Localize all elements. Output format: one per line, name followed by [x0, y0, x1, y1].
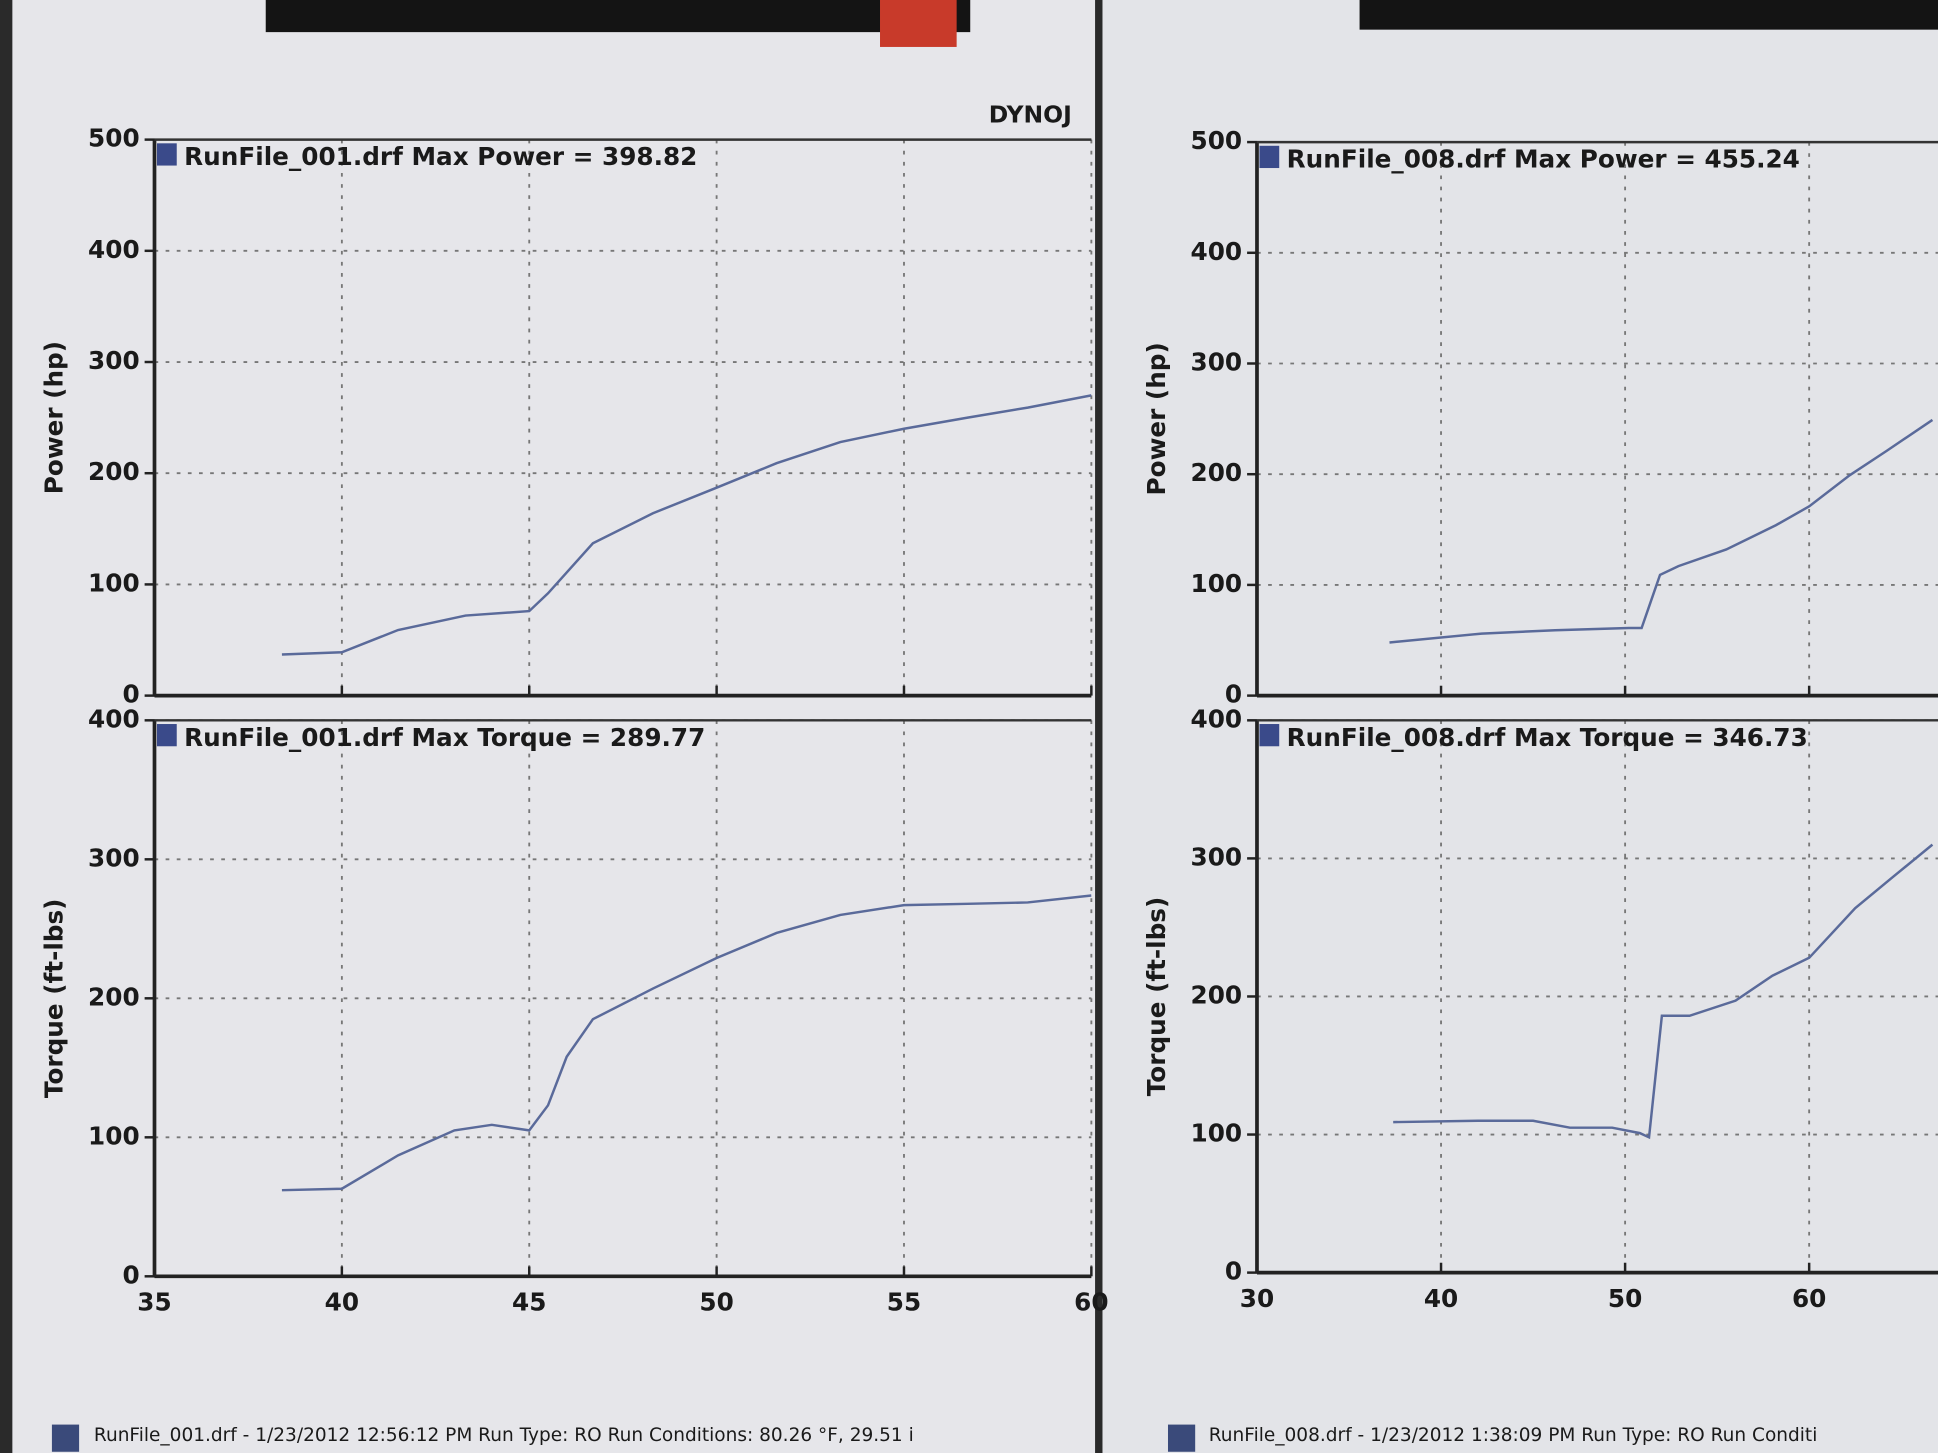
- y-tick-label: 200: [1191, 980, 1243, 1009]
- logo: [265, 0, 971, 33]
- footer-icon: [1167, 1424, 1196, 1452]
- y-tick-label: 100: [1191, 1119, 1243, 1148]
- y-tick-label: 100: [1191, 569, 1243, 598]
- y-axis-label: Torque (ft-lbs): [1142, 897, 1171, 1097]
- y-tick-label: 0: [122, 1260, 139, 1289]
- y-tick-label: 300: [1191, 347, 1243, 376]
- chart-title: RunFile_001.drf Max Power = 398.82: [184, 142, 697, 171]
- legend-icon: [156, 724, 177, 747]
- y-axis-label: Power (hp): [40, 341, 69, 494]
- data-line: [281, 894, 1092, 1192]
- y-tick-label: 400: [1191, 237, 1243, 266]
- y-tick-label: 0: [122, 680, 139, 709]
- x-tick-label: 45: [512, 1288, 546, 1317]
- data-line: [281, 394, 1092, 656]
- y-tick-label: 500: [1191, 126, 1243, 155]
- legend-icon: [1259, 145, 1280, 169]
- y-tick-label: 400: [88, 235, 140, 264]
- logo-mark: [880, 0, 957, 47]
- y-tick-label: 300: [1191, 842, 1243, 871]
- chart-title: RunFile_001.drf Max Torque = 289.77: [184, 723, 705, 752]
- y-tick-label: 200: [1191, 458, 1243, 487]
- y-tick-label: 300: [88, 843, 140, 872]
- header-text: DYNOJ: [989, 101, 1072, 129]
- data-line: [1389, 418, 1934, 644]
- legend-icon: [156, 143, 177, 166]
- y-tick-label: 0: [1225, 680, 1242, 709]
- chart-title: RunFile_008.drf Max Torque = 346.73: [1287, 723, 1808, 752]
- x-tick-label: 50: [699, 1288, 733, 1317]
- y-tick-label: 100: [88, 568, 140, 597]
- footer-icon: [51, 1424, 80, 1452]
- x-tick-label: 40: [1424, 1284, 1458, 1313]
- y-tick-label: 200: [88, 457, 140, 486]
- y-tick-label: 500: [88, 124, 140, 153]
- legend-icon: [1259, 724, 1280, 747]
- x-tick-label: 55: [887, 1288, 921, 1317]
- footer: RunFile_008.drf - 1/23/2012 1:38:09 PM R…: [1209, 1425, 1818, 1446]
- y-tick-label: 300: [88, 346, 140, 375]
- x-tick-label: 40: [325, 1288, 359, 1317]
- x-tick-label: 35: [137, 1288, 171, 1317]
- x-tick-label: 50: [1608, 1284, 1642, 1313]
- data-line: [1393, 843, 1934, 1140]
- x-tick-label: 30: [1240, 1284, 1274, 1313]
- y-tick-label: 400: [1191, 704, 1243, 733]
- x-tick-label: 60: [1792, 1284, 1826, 1313]
- x-tick-label: 60: [1074, 1288, 1108, 1317]
- y-tick-label: 400: [88, 704, 140, 733]
- left-sheet: [12, 0, 1096, 1453]
- y-tick-label: 0: [1225, 1257, 1242, 1286]
- y-tick-label: 100: [88, 1121, 140, 1150]
- y-axis-label: Power (hp): [1142, 342, 1171, 495]
- right-sheet: [1102, 0, 1938, 1453]
- chart-title: RunFile_008.drf Max Power = 455.24: [1287, 145, 1800, 174]
- logo: [1359, 0, 1938, 30]
- y-tick-label: 200: [88, 982, 140, 1011]
- y-axis-label: Torque (ft-lbs): [40, 899, 69, 1099]
- footer: RunFile_001.drf - 1/23/2012 12:56:12 PM …: [94, 1425, 914, 1446]
